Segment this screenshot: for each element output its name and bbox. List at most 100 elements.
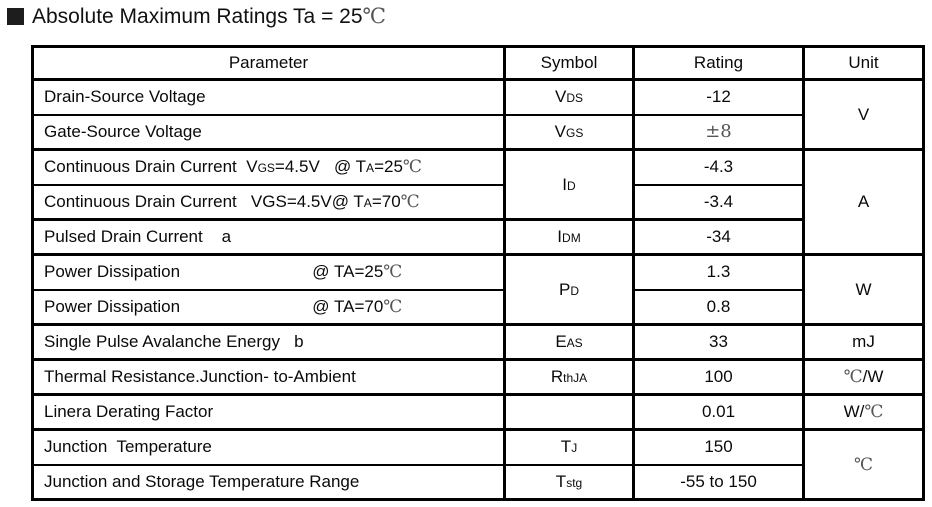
power-dissipation-25c-rating-cell: 1.3 [632, 253, 805, 291]
continuous-drain-current-25c-unit-cell: A [802, 148, 925, 256]
cjk-glyph: ℃ [853, 454, 874, 475]
subscript-text: stg [566, 475, 583, 490]
text-segment: =4.5V @ T [274, 157, 367, 177]
linera-derating-factor-rating-cell: 0.01 [632, 393, 805, 431]
continuous-drain-current-25c-parameter-cell: Continuous Drain Current VGS=4.5V @ TA=2… [31, 148, 506, 186]
junction-and-storage-temperature-range-row: Junction and Storage Temperature Range Ts… [31, 463, 924, 501]
junction-and-storage-temperature-range-symbol-cell: Tstg [503, 463, 635, 501]
text-segment: V [554, 87, 567, 107]
subscript-text: AS [566, 336, 583, 350]
subscript-text: A [363, 195, 372, 210]
subscript-text: D [570, 283, 579, 298]
continuous-drain-current-25c-rating-cell: -4.3 [632, 148, 805, 186]
text-segment: Gate-Source Voltage [44, 121, 202, 141]
text-segment: 1.3 [706, 262, 731, 282]
text-segment: I [557, 227, 563, 246]
text-segment: Junction Temperature [44, 437, 212, 457]
power-dissipation-70c-parameter-cell: Power Dissipation @ TA=70℃ [31, 288, 506, 326]
junction-and-storage-temperature-range-rating-cell: -55 to 150 [632, 463, 805, 501]
text-segment: mJ [852, 332, 875, 351]
section-title-text: Absolute Maximum Ratings Ta = 25℃ [32, 3, 386, 30]
text-segment: A [857, 192, 870, 211]
text-segment: -34 [706, 227, 731, 246]
subscript-text: D [567, 178, 576, 193]
text-segment: Linera Derating Factor [44, 402, 214, 421]
column-header-unit: Unit [802, 45, 925, 81]
gate-source-voltage-rating-cell: ±8 [632, 113, 805, 151]
text-segment: Thermal Resistance.Junction- to-Ambient [44, 367, 356, 386]
junction-temperature-row: Junction Temperature TJ 150 ℃ [31, 428, 925, 501]
cjk-glyph: ℃ [400, 191, 420, 212]
absolute-maximum-ratings-table: Parameter Symbol Rating Unit Drain-Source V… [31, 45, 925, 501]
continuous-drain-current-70c-row: Continuous Drain Current VGS=4.5V@ TA=70… [31, 183, 924, 221]
continuous-drain-current-70c-parameter-cell: Continuous Drain Current VGS=4.5V@ TA=70… [31, 183, 506, 221]
pulsed-drain-current-rating-cell: -34 [632, 218, 805, 256]
subscript-text: A [366, 161, 375, 176]
single-pulse-avalanche-energy-rating-cell: 33 [632, 323, 805, 361]
text-segment: Junction and Storage Temperature Range [44, 471, 360, 491]
column-header-rating: Rating [632, 45, 805, 81]
junction-temperature-parameter-cell: Junction Temperature [31, 428, 506, 466]
text-segment: -3.4 [703, 191, 734, 211]
drain-source-voltage-row: Drain-Source Voltage VDS -12 V [31, 78, 925, 151]
junction-temperature-unit-cell: ℃ [802, 428, 925, 501]
pulsed-drain-current-parameter-cell: Pulsed Drain Current a [31, 218, 506, 256]
single-pulse-avalanche-energy-symbol-cell: EAS [503, 323, 635, 361]
table-header-row: Parameter Symbol Rating Unit [31, 45, 925, 81]
text-segment: Continuous Drain Current VGS=4.5V@ T [44, 191, 364, 211]
subscript-text: thJA [563, 371, 588, 385]
drain-source-voltage-rating-cell: -12 [632, 78, 805, 116]
linera-derating-factor-row: Linera Derating Factor 0.01 W/℃ [31, 393, 925, 431]
cjk-glyph: ℃ [362, 4, 387, 28]
drain-source-voltage-unit-cell: V [802, 78, 925, 151]
junction-and-storage-temperature-range-parameter-cell: Junction and Storage Temperature Range [31, 463, 506, 501]
text-segment: V [554, 121, 566, 141]
single-pulse-avalanche-energy-unit-cell: mJ [802, 323, 925, 361]
thermal-resistance-junction-to-ambient-parameter-cell: Thermal Resistance.Junction- to-Ambient [31, 358, 506, 396]
section-title: Absolute Maximum Ratings Ta = 25℃ [7, 3, 386, 30]
text-segment: Absolute Maximum Ratings Ta = 25 [32, 5, 363, 28]
text-segment: /W [862, 367, 884, 386]
subscript-text: DS [566, 91, 583, 106]
thermal-resistance-junction-to-ambient-unit-cell: ℃/W [802, 358, 925, 396]
text-segment: T [555, 471, 567, 491]
text-segment: R [550, 367, 564, 386]
cjk-glyph: ℃ [843, 367, 863, 387]
text-segment: -55 to 150 [680, 471, 757, 491]
text-segment: Power Dissipation @ TA=70 [44, 296, 384, 316]
text-segment: 0.01 [701, 402, 736, 421]
cjk-glyph: ℃ [383, 262, 403, 283]
subscript-text: GS [566, 125, 584, 140]
power-dissipation-25c-row: Power Dissipation @ TA=25℃ PD 1.3 W [31, 253, 925, 326]
text-segment: Drain-Source Voltage [44, 87, 206, 107]
text-segment: =70 [371, 191, 401, 211]
column-header-symbol: Symbol [503, 45, 635, 81]
text-segment: Pulsed Drain Current a [44, 227, 232, 246]
single-pulse-avalanche-energy-parameter-cell: Single Pulse Avalanche Energy b [31, 323, 506, 361]
linera-derating-factor-unit-cell: W/℃ [802, 393, 925, 431]
power-dissipation-25c-symbol-cell: PD [503, 253, 635, 326]
text-segment: 0.8 [706, 296, 731, 316]
text-segment: V [857, 104, 870, 124]
cjk-glyph: ℃ [383, 296, 403, 317]
text-segment: I [562, 174, 568, 194]
subscript-text: DM [562, 231, 581, 245]
text-segment: Continuous Drain Current [44, 157, 247, 177]
pulsed-drain-current-symbol-cell: IDM [503, 218, 635, 256]
text-segment: E [555, 332, 567, 351]
continuous-drain-current-25c-symbol-cell: ID [503, 148, 635, 221]
text-segment: 100 [704, 367, 733, 386]
power-dissipation-25c-unit-cell: W [802, 253, 925, 326]
cjk-glyph: ℃ [864, 402, 884, 422]
text-segment: -4.3 [703, 157, 734, 177]
power-dissipation-25c-parameter-cell: Power Dissipation @ TA=25℃ [31, 253, 506, 291]
thermal-resistance-junction-to-ambient-row: Thermal Resistance.Junction- to-Ambient R… [31, 358, 925, 396]
gate-source-voltage-row: Gate-Source Voltage VGS ±8 [31, 113, 924, 151]
text-segment: W [855, 279, 872, 299]
junction-temperature-rating-cell: 150 [632, 428, 805, 466]
power-dissipation-70c-row: Power Dissipation @ TA=70℃ 0.8 [31, 288, 924, 326]
linera-derating-factor-symbol-cell [503, 393, 635, 431]
text-segment: Single Pulse Avalanche Energy b [44, 332, 304, 351]
drain-source-voltage-parameter-cell: Drain-Source Voltage [31, 78, 506, 116]
gate-source-voltage-symbol-cell: VGS [503, 113, 635, 151]
